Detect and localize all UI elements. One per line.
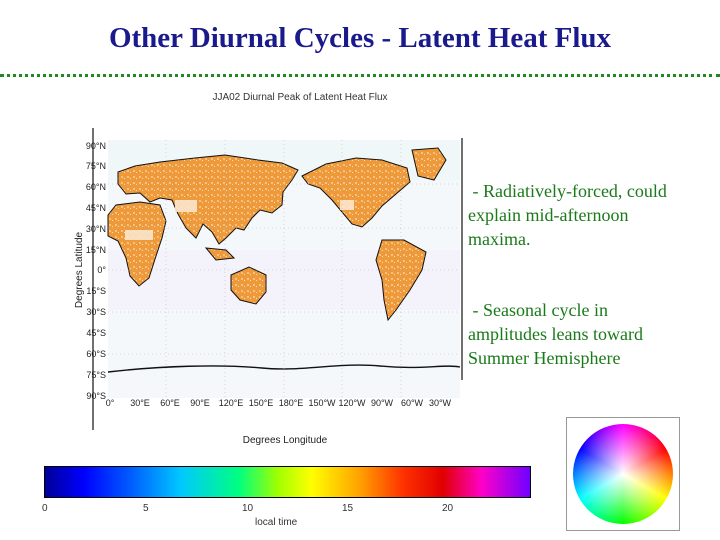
bullet-seasonal: - Seasonal cycle in amplitudes leans tow… <box>468 298 643 370</box>
bullet-line: maxima. <box>468 229 531 249</box>
colorbar-tick: 15 <box>342 503 354 514</box>
indonesia-land <box>204 247 236 261</box>
lon-tick: 120°E <box>219 398 244 408</box>
lat-tick: 75°S <box>86 370 106 380</box>
eurasia-land <box>117 154 299 245</box>
lat-tick: 90°N <box>86 141 106 151</box>
map-ylabel: Degrees Latitude <box>74 231 85 308</box>
lat-tick: 60°S <box>86 349 106 359</box>
colorbar-tick: 5 <box>143 503 149 514</box>
lon-tick: 30°W <box>429 398 452 408</box>
color-wheel-legend <box>566 417 680 531</box>
australia-land <box>230 266 267 305</box>
greenland-land <box>411 147 447 181</box>
lat-tick: 45°S <box>86 328 106 338</box>
bullet-line: - Radiatively-forced, could <box>468 181 667 201</box>
color-wheel-icon <box>573 424 673 524</box>
colorbar-tick: 0 <box>42 503 48 514</box>
bullet-line: Summer Hemisphere <box>468 348 621 368</box>
africa-land <box>107 201 167 287</box>
lat-tick: 90°S <box>86 391 106 401</box>
bullet-line: explain mid-afternoon <box>468 205 629 225</box>
lat-tick: 15°S <box>86 286 106 296</box>
lon-tick: 120°W <box>338 398 366 408</box>
lon-tick: 180°E <box>279 398 304 408</box>
bullet-line: amplitudes leans toward <box>468 324 643 344</box>
map-xlabel: Degrees Longitude <box>243 435 328 446</box>
lon-tick: 150°W <box>308 398 336 408</box>
colorbar-tick: 20 <box>442 503 454 514</box>
lon-tick: 30°E <box>130 398 150 408</box>
antarctica-coastline <box>107 364 461 373</box>
lat-tick: 15°N <box>86 245 106 255</box>
colorbar-label: local time <box>255 517 298 528</box>
bullet-line: - Seasonal cycle in <box>468 300 608 320</box>
lat-tick: 30°N <box>86 224 106 234</box>
north-america-land <box>301 157 411 228</box>
lon-tick: 60°E <box>160 398 180 408</box>
colorbar <box>44 466 531 498</box>
lon-tick: 90°E <box>190 398 210 408</box>
colorbar-tick: 10 <box>242 503 254 514</box>
slide-title: Other Diurnal Cycles - Latent Heat Flux <box>108 22 612 54</box>
lon-tick: 150°E <box>249 398 274 408</box>
lon-tick: 60°W <box>401 398 424 408</box>
lat-tick: 75°N <box>86 161 106 171</box>
bullet-radiative: - Radiatively-forced, could explain mid-… <box>468 179 667 251</box>
lat-tick: 30°S <box>86 307 106 317</box>
lon-tick: 90°W <box>371 398 394 408</box>
lat-tick: 45°N <box>86 203 106 213</box>
title-divider <box>0 74 720 77</box>
lon-tick: 0° <box>106 398 115 408</box>
map-title: JJA02 Diurnal Peak of Latent Heat Flux <box>212 92 388 103</box>
lat-tick: 60°N <box>86 182 106 192</box>
lat-tick: 0° <box>97 265 106 275</box>
